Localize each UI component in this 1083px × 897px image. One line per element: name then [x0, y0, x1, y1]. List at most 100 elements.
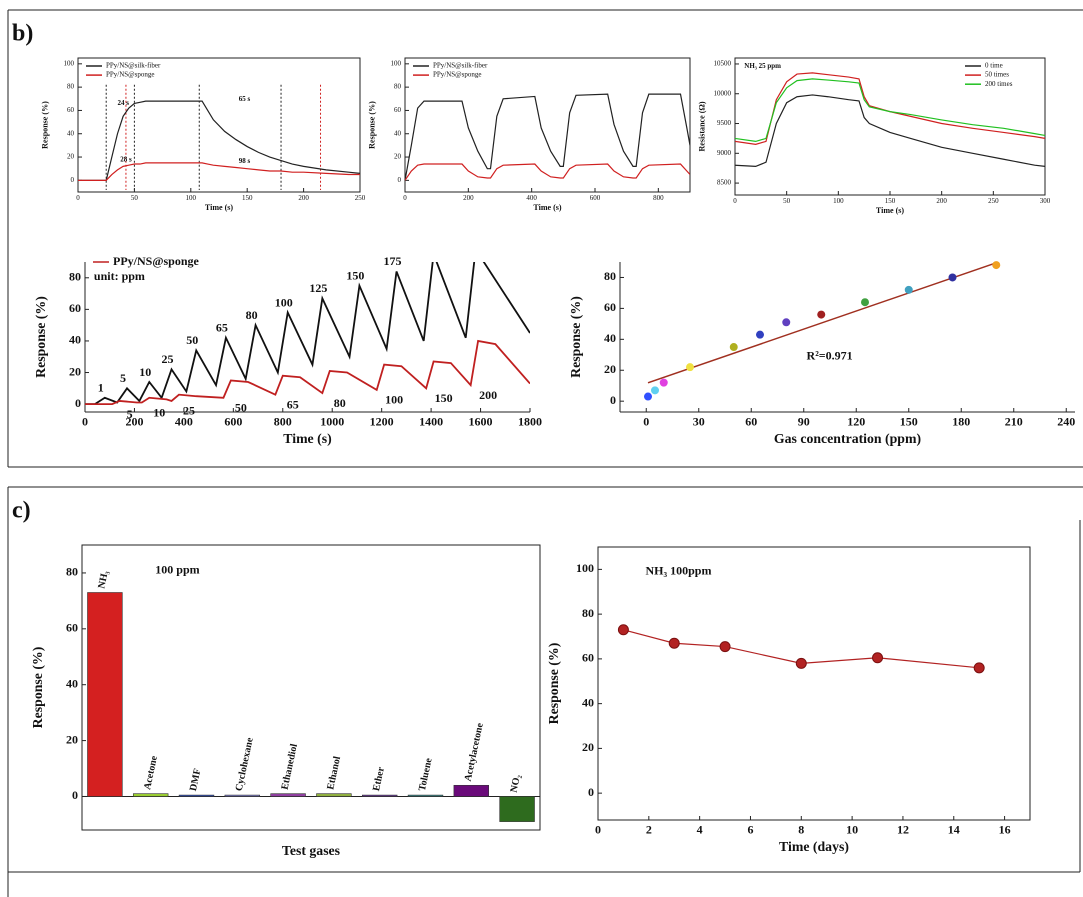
bar: [270, 793, 306, 797]
category-label: Acetylacetone: [463, 721, 486, 782]
x-tick-label: 16: [999, 823, 1011, 837]
y-tick-label: 60: [604, 300, 616, 314]
y-axis-label: Response (%): [546, 643, 562, 725]
x-tick-label: 14: [948, 823, 960, 837]
point: [904, 285, 913, 294]
peak-label: 100: [275, 295, 293, 309]
y-tick-label: 80: [582, 606, 594, 620]
x-tick-label: 150: [885, 197, 896, 205]
series-line: [735, 78, 1045, 143]
bar: [132, 793, 169, 797]
series-line: [85, 339, 530, 406]
x-tick-label: 1000: [320, 415, 344, 429]
y-tick-label: 10000: [714, 89, 732, 97]
x-tick-label: 6: [747, 823, 753, 837]
y-tick-label: 60: [394, 106, 402, 114]
series-line: [623, 629, 980, 669]
y-axis-label: Response (%): [568, 296, 584, 378]
peak-label: 80: [246, 308, 258, 322]
series-line: [85, 262, 530, 406]
bar: [224, 794, 261, 797]
bar: [361, 794, 398, 797]
category-label: Toluene: [417, 757, 435, 793]
x-tick-label: 200: [125, 415, 143, 429]
annotation: NH₃ 100ppm: [646, 563, 712, 577]
x-tick-label: 12: [897, 823, 909, 837]
y-tick-label: 20: [69, 364, 81, 378]
y-tick-label: 60: [582, 651, 594, 665]
x-axis-label: Gas concentration (ppm): [774, 431, 921, 447]
annotation: unit: ppm: [94, 269, 145, 283]
annotation: 24 s: [117, 99, 129, 107]
peak-label: 10: [139, 365, 151, 379]
y-tick-label: 20: [66, 732, 78, 746]
point: [617, 624, 629, 636]
y-tick-label: 40: [66, 676, 78, 690]
x-tick-label: 30: [693, 415, 705, 429]
y-axis-label: Response (%): [30, 647, 46, 729]
x-tick-label: 0: [643, 415, 649, 429]
peak-label: 25: [162, 352, 174, 366]
x-tick-label: 1600: [469, 415, 493, 429]
point: [659, 378, 668, 387]
bar: [407, 794, 444, 797]
x-tick-label: 10: [846, 823, 858, 837]
x-tick-label: 1200: [370, 415, 394, 429]
y-tick-label: 60: [69, 301, 81, 315]
category-label: DMF: [188, 768, 203, 793]
annotation: 98 s: [239, 157, 251, 165]
x-tick-label: 250: [355, 194, 366, 202]
peak-label: 150: [435, 391, 453, 405]
point: [795, 657, 807, 669]
x-tick-label: 100: [186, 194, 197, 202]
y-tick-label: 0: [75, 396, 81, 410]
y-tick-label: 9500: [717, 119, 732, 127]
peak-label: 175: [384, 254, 402, 268]
y-tick-label: 20: [394, 153, 402, 161]
peak-label: 125: [309, 281, 327, 295]
x-tick-label: 180: [952, 415, 970, 429]
category-label: Cyclohexane: [234, 736, 256, 792]
peak-label: 50: [235, 401, 247, 415]
y-tick-label: 60: [66, 621, 78, 635]
y-tick-label: 0: [398, 176, 402, 184]
legend-label: PPy/NS@silk-fiber: [106, 62, 161, 70]
x-tick-label: 200: [298, 194, 309, 202]
y-tick-label: 20: [582, 740, 594, 754]
y-tick-label: 40: [69, 333, 81, 347]
series-line: [78, 100, 360, 181]
peak-label: 200: [479, 388, 497, 402]
peak-label: 65: [287, 397, 299, 411]
panel-label: c): [12, 498, 31, 524]
x-tick-label: 120: [847, 415, 865, 429]
legend-label: PPy/NS@sponge: [106, 71, 154, 79]
point: [686, 363, 694, 372]
x-tick-label: 50: [783, 197, 791, 205]
annotation: 100 ppm: [155, 562, 199, 576]
y-tick-label: 40: [67, 129, 75, 137]
x-tick-label: 800: [274, 415, 292, 429]
category-label: Acetone: [142, 754, 160, 791]
plot-frame: [77, 57, 361, 193]
panel-label: b): [12, 21, 33, 47]
bar: [316, 793, 352, 797]
point: [992, 261, 1001, 270]
y-tick-label: 60: [67, 106, 75, 114]
peak-label: 10: [153, 405, 165, 419]
peak-label: 100: [385, 393, 403, 407]
x-axis-label: Time (s): [205, 203, 234, 212]
legend-label: 0 time: [985, 62, 1003, 70]
annotation: 65 s: [239, 95, 251, 103]
peak-label: 65: [216, 321, 228, 335]
x-tick-label: 400: [526, 194, 537, 202]
point: [651, 386, 659, 395]
annotation: 28 s: [120, 155, 132, 163]
y-tick-label: 40: [604, 331, 616, 345]
point: [644, 392, 652, 401]
peak-label: 1: [98, 381, 104, 395]
x-tick-label: 0: [595, 823, 601, 837]
x-tick-label: 100: [833, 197, 844, 205]
point: [668, 637, 680, 649]
x-tick-label: 400: [175, 415, 193, 429]
y-tick-label: 10500: [714, 60, 732, 68]
